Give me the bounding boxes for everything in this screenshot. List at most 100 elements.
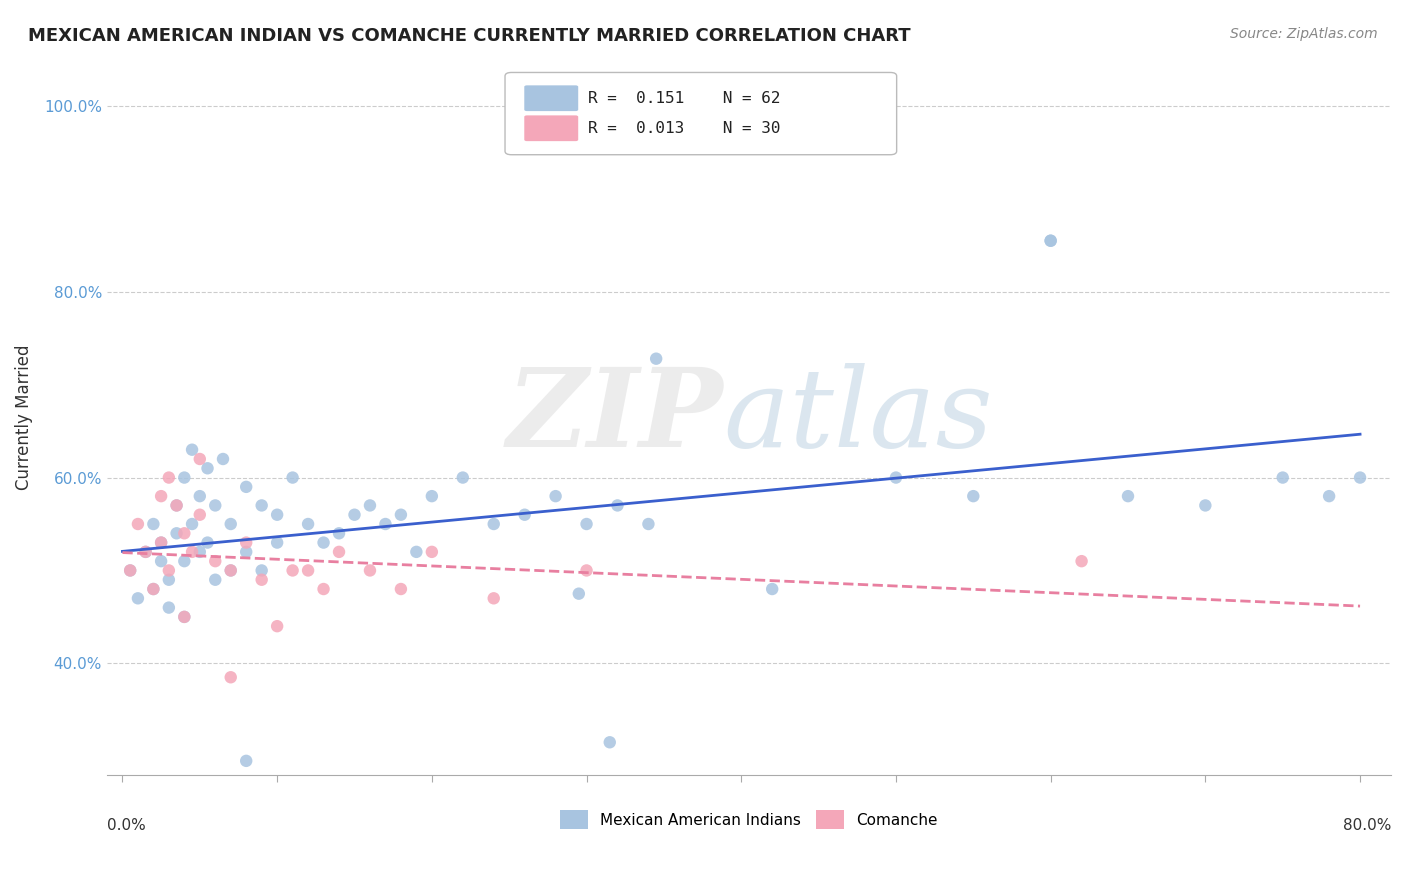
Point bbox=[420, 489, 443, 503]
Text: R =  0.151    N = 62: R = 0.151 N = 62 bbox=[589, 91, 780, 106]
Point bbox=[1194, 499, 1216, 513]
Point bbox=[235, 535, 257, 549]
Point bbox=[328, 526, 350, 541]
Point bbox=[482, 516, 505, 531]
Point bbox=[150, 535, 173, 549]
Point bbox=[142, 582, 165, 596]
Text: Source: ZipAtlas.com: Source: ZipAtlas.com bbox=[1230, 27, 1378, 41]
Point bbox=[250, 564, 273, 578]
Point bbox=[235, 545, 257, 559]
Point bbox=[120, 564, 142, 578]
Point bbox=[166, 526, 188, 541]
Point bbox=[197, 535, 219, 549]
Point bbox=[166, 499, 188, 513]
Point bbox=[328, 545, 350, 559]
Point bbox=[219, 564, 242, 578]
Point bbox=[575, 516, 598, 531]
Point bbox=[188, 452, 211, 467]
Point bbox=[544, 489, 567, 503]
Point bbox=[219, 564, 242, 578]
Point bbox=[1317, 489, 1340, 503]
Point bbox=[173, 470, 195, 484]
Point bbox=[451, 470, 474, 484]
Point bbox=[266, 508, 288, 522]
Point bbox=[157, 573, 180, 587]
Point bbox=[188, 508, 211, 522]
Point bbox=[188, 489, 211, 503]
Point bbox=[127, 516, 149, 531]
Point bbox=[645, 351, 668, 366]
Point bbox=[173, 610, 195, 624]
FancyBboxPatch shape bbox=[524, 115, 578, 141]
Point bbox=[482, 591, 505, 606]
Point bbox=[150, 554, 173, 568]
Point bbox=[204, 499, 226, 513]
Point bbox=[297, 564, 319, 578]
Point bbox=[120, 564, 142, 578]
Point bbox=[420, 545, 443, 559]
Point bbox=[157, 470, 180, 484]
Point bbox=[575, 564, 598, 578]
Point bbox=[235, 754, 257, 768]
Point bbox=[173, 526, 195, 541]
Point bbox=[513, 508, 536, 522]
Point bbox=[173, 554, 195, 568]
Point bbox=[157, 564, 180, 578]
Point bbox=[157, 600, 180, 615]
Text: MEXICAN AMERICAN INDIAN VS COMANCHE CURRENTLY MARRIED CORRELATION CHART: MEXICAN AMERICAN INDIAN VS COMANCHE CURR… bbox=[28, 27, 911, 45]
Point bbox=[235, 480, 257, 494]
Text: atlas: atlas bbox=[723, 363, 993, 471]
Point bbox=[1070, 554, 1092, 568]
Legend: Mexican American Indians, Comanche: Mexican American Indians, Comanche bbox=[554, 805, 943, 835]
Point bbox=[389, 508, 412, 522]
Point bbox=[266, 619, 288, 633]
FancyBboxPatch shape bbox=[505, 72, 897, 154]
Point bbox=[568, 587, 591, 601]
Point bbox=[312, 535, 335, 549]
Point bbox=[343, 508, 366, 522]
Point bbox=[250, 573, 273, 587]
Point bbox=[197, 461, 219, 475]
Point bbox=[405, 545, 427, 559]
FancyBboxPatch shape bbox=[524, 86, 578, 112]
Point bbox=[1348, 470, 1371, 484]
Point bbox=[219, 516, 242, 531]
Point bbox=[606, 499, 628, 513]
Point bbox=[281, 564, 304, 578]
Point bbox=[204, 573, 226, 587]
Point bbox=[599, 735, 621, 749]
Point bbox=[150, 535, 173, 549]
Y-axis label: Currently Married: Currently Married bbox=[15, 344, 32, 490]
Point bbox=[389, 582, 412, 596]
Point bbox=[219, 670, 242, 684]
Point bbox=[312, 582, 335, 596]
Point bbox=[884, 470, 907, 484]
Point bbox=[266, 535, 288, 549]
Point bbox=[297, 516, 319, 531]
Text: 80.0%: 80.0% bbox=[1343, 818, 1391, 833]
Point bbox=[150, 489, 173, 503]
Point bbox=[374, 516, 396, 531]
Point bbox=[166, 499, 188, 513]
Point bbox=[142, 582, 165, 596]
Point bbox=[204, 554, 226, 568]
Point bbox=[281, 470, 304, 484]
Point bbox=[1039, 234, 1062, 248]
Text: 0.0%: 0.0% bbox=[107, 818, 146, 833]
Point bbox=[1271, 470, 1294, 484]
Point bbox=[135, 545, 157, 559]
Point bbox=[181, 442, 204, 457]
Point bbox=[127, 591, 149, 606]
Point bbox=[212, 452, 235, 467]
Point bbox=[359, 564, 381, 578]
Text: ZIP: ZIP bbox=[506, 363, 723, 471]
Point bbox=[1039, 234, 1062, 248]
Point bbox=[142, 516, 165, 531]
Point bbox=[181, 545, 204, 559]
Point bbox=[359, 499, 381, 513]
Point bbox=[181, 516, 204, 531]
Text: R =  0.013    N = 30: R = 0.013 N = 30 bbox=[589, 120, 780, 136]
Point bbox=[962, 489, 984, 503]
Point bbox=[173, 610, 195, 624]
Point bbox=[250, 499, 273, 513]
